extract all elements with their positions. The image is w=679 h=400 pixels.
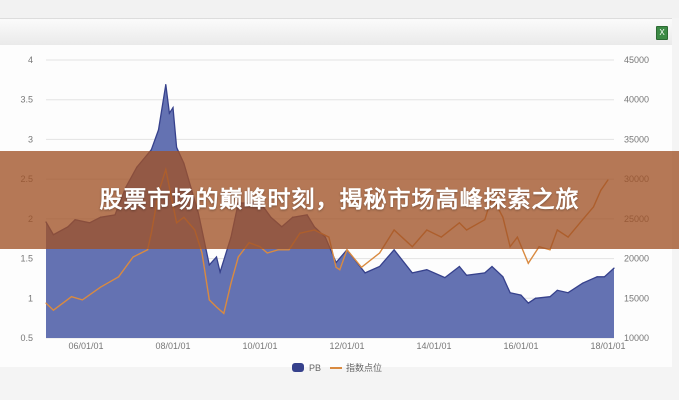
index-point bbox=[527, 262, 529, 264]
index-point bbox=[99, 286, 102, 288]
index-point bbox=[266, 252, 268, 254]
pb-point bbox=[172, 107, 174, 109]
legend-pb-swatch bbox=[292, 363, 304, 372]
index-point bbox=[379, 252, 381, 254]
pb-point bbox=[411, 272, 413, 274]
pb-point bbox=[150, 149, 152, 151]
pb-point bbox=[567, 292, 569, 294]
pb-point bbox=[335, 261, 337, 264]
pb-point bbox=[527, 302, 529, 304]
pb-point bbox=[444, 277, 446, 279]
index-point bbox=[81, 299, 83, 301]
index-point bbox=[335, 266, 337, 268]
pb-point bbox=[502, 276, 504, 278]
x-tick-label: 16/01/01 bbox=[503, 341, 538, 351]
index-point bbox=[118, 276, 120, 278]
y-right-tick-label: 35000 bbox=[624, 134, 649, 144]
pb-point bbox=[534, 297, 537, 299]
index-point bbox=[147, 249, 149, 251]
y-left-tick-label: 3.5 bbox=[20, 95, 33, 105]
legend-index-label: 指数点位 bbox=[346, 362, 382, 373]
pb-point bbox=[458, 265, 460, 268]
legend: PB 指数点位 bbox=[292, 362, 382, 373]
pb-point bbox=[520, 294, 522, 296]
pb-point bbox=[379, 265, 381, 268]
x-tick-label: 06/01/01 bbox=[68, 341, 103, 351]
legend-pb-label: PB bbox=[309, 363, 321, 373]
index-point bbox=[132, 256, 134, 258]
pb-point bbox=[215, 256, 218, 258]
index-point bbox=[215, 306, 218, 308]
pb-point bbox=[603, 276, 605, 278]
pb-point bbox=[208, 264, 210, 266]
y-right-tick-label: 40000 bbox=[624, 95, 649, 105]
excel-export-icon[interactable]: X bbox=[656, 26, 668, 40]
y-left-tick-label: 3 bbox=[28, 134, 33, 144]
title-banner: 股票市场的巅峰时刻，揭秘市场高峰探索之旅 bbox=[0, 151, 679, 249]
y-right-tick-label: 20000 bbox=[624, 254, 649, 264]
y-left-tick-label: 1.5 bbox=[20, 254, 33, 264]
pb-point bbox=[491, 265, 493, 268]
index-point bbox=[70, 296, 73, 298]
index-point bbox=[52, 309, 54, 311]
index-point bbox=[360, 266, 363, 268]
index-point bbox=[339, 269, 341, 271]
x-tick-label: 08/01/01 bbox=[155, 341, 190, 351]
index-point bbox=[230, 282, 232, 284]
x-tick-label: 14/01/01 bbox=[416, 341, 451, 351]
pb-point bbox=[509, 292, 511, 294]
window-top-bar bbox=[0, 0, 679, 18]
index-point bbox=[201, 252, 203, 254]
pb-point bbox=[426, 269, 428, 271]
pb-point bbox=[176, 146, 178, 148]
x-tick-label: 12/01/01 bbox=[329, 341, 364, 351]
y-right-tick-label: 10000 bbox=[624, 333, 649, 343]
y-left-tick-label: 1 bbox=[28, 293, 33, 303]
y-left-tick-label: 0.5 bbox=[20, 333, 33, 343]
pb-point bbox=[484, 272, 486, 274]
y-left-tick-label: 4 bbox=[28, 55, 33, 65]
index-point bbox=[288, 249, 290, 251]
x-tick-label: 18/01/01 bbox=[590, 341, 625, 351]
pb-point bbox=[556, 289, 558, 291]
page-title: 股票市场的巅峰时刻，揭秘市场高峰探索之旅 bbox=[99, 187, 580, 213]
pb-point bbox=[364, 272, 366, 274]
pb-point bbox=[219, 271, 221, 273]
index-point bbox=[346, 249, 348, 251]
pb-point bbox=[168, 112, 170, 114]
index-point bbox=[549, 249, 551, 251]
pb-point bbox=[582, 282, 584, 284]
pb-point bbox=[613, 267, 615, 269]
index-point bbox=[208, 299, 210, 301]
index-point bbox=[277, 249, 279, 251]
index-point bbox=[223, 312, 225, 314]
pb-point bbox=[596, 276, 598, 278]
x-tick-label: 10/01/01 bbox=[242, 341, 277, 351]
pb-point bbox=[165, 84, 167, 86]
pb-point bbox=[157, 129, 160, 131]
pb-point bbox=[466, 274, 468, 276]
index-point bbox=[45, 302, 47, 304]
y-right-tick-label: 15000 bbox=[624, 293, 649, 303]
pb-point bbox=[393, 249, 395, 251]
index-point bbox=[237, 256, 239, 258]
y-right-tick-label: 45000 bbox=[624, 55, 649, 65]
pb-point bbox=[549, 296, 551, 298]
